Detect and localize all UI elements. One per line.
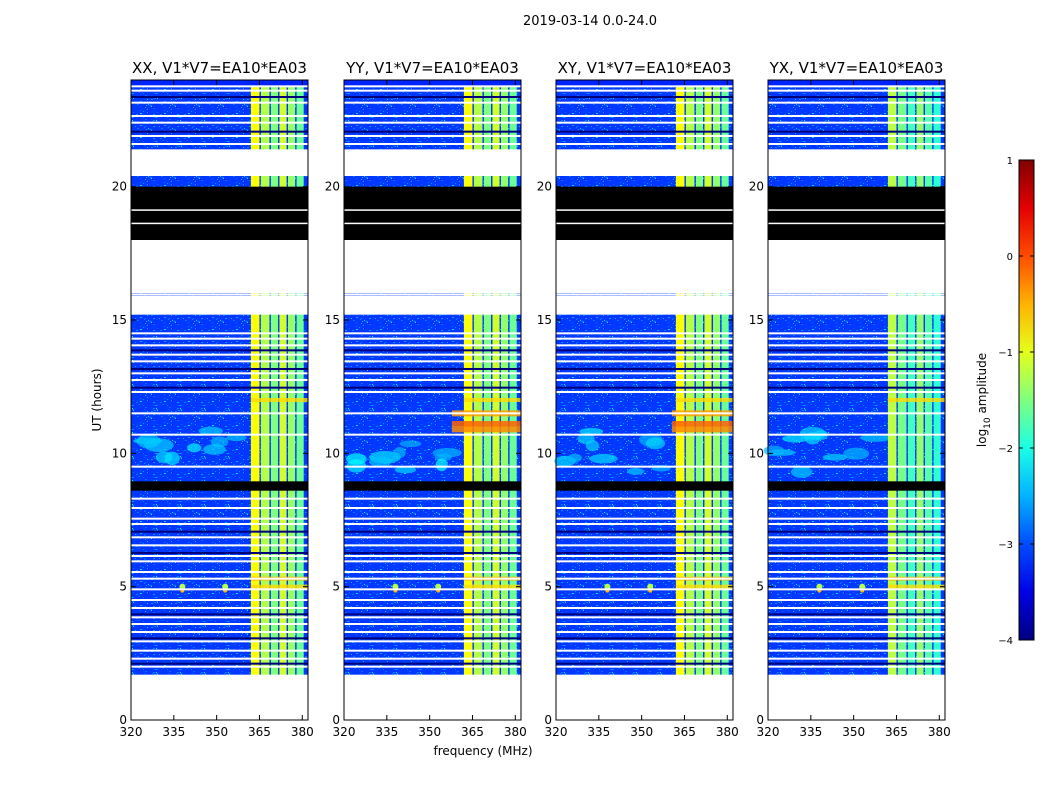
colorbar-label: log10 amplitude (975, 353, 993, 447)
x-tick-label: 350 (418, 725, 441, 739)
no-data-region (768, 674, 945, 720)
x-tick-label: 380 (716, 725, 739, 739)
x-tick-label: 320 (757, 725, 780, 739)
y-tick-label: 10 (537, 446, 552, 460)
colorbar-tick-label: −1 (998, 348, 1013, 359)
x-tick-label: 335 (799, 725, 822, 739)
y-tick-label: 5 (119, 580, 127, 594)
flagged-region (344, 481, 521, 491)
no-data-region (556, 149, 733, 176)
x-tick-label: 380 (291, 725, 314, 739)
flagged-region (131, 481, 308, 491)
y-tick-label: 10 (112, 446, 127, 460)
no-data-region (131, 296, 308, 315)
y-tick-label: 5 (544, 580, 552, 594)
no-data-region (768, 296, 945, 315)
y-tick-label: 20 (537, 180, 552, 194)
y-tick-label: 20 (325, 180, 340, 194)
y-tick-label: 5 (332, 580, 340, 594)
colorbar-tick-label: 1 (1007, 156, 1013, 167)
no-data-region (556, 296, 733, 315)
y-tick-label: 15 (112, 313, 127, 327)
x-axis-label: frequency (MHz) (433, 744, 532, 758)
panel-title: XY, V1*V7=EA10*EA03 (558, 59, 732, 77)
spectrogram-panel: 320 335 350 365 380 0 5 10 15 20 YY, V1*V7=EA10*EA… (325, 59, 527, 739)
y-tick-label: 20 (112, 180, 127, 194)
no-data-region (131, 674, 308, 720)
flagged-region (131, 186, 308, 240)
x-tick-label: 380 (504, 725, 527, 739)
y-tick-label: 15 (325, 313, 340, 327)
no-data-region (344, 240, 521, 294)
figure-suptitle: 2019-03-14 0.0-24.0 (523, 14, 657, 29)
x-tick-label: 335 (587, 725, 610, 739)
no-data-region (768, 149, 945, 176)
y-tick-label: 10 (749, 446, 764, 460)
x-tick-label: 365 (461, 725, 484, 739)
colorbar-tick-label: 0 (1007, 252, 1013, 263)
x-tick-label: 320 (120, 725, 143, 739)
axes-frame (130, 79, 309, 721)
y-tick-label: 0 (544, 713, 552, 727)
y-tick-label: 5 (756, 580, 764, 594)
y-tick-label: 0 (332, 713, 340, 727)
flagged-region (556, 481, 733, 491)
no-data-region (344, 296, 521, 315)
x-tick-label: 320 (545, 725, 568, 739)
spectrogram-panel: 320 335 350 365 380 0 5 10 15 20 YX, V1*V7=EA10*EA… (749, 59, 951, 739)
colorbar-tick-label: −3 (998, 540, 1013, 551)
x-tick-label: 350 (630, 725, 653, 739)
y-tick-label: 0 (756, 713, 764, 727)
no-data-region (344, 674, 521, 720)
x-tick-label: 380 (928, 725, 951, 739)
flagged-region (556, 186, 733, 240)
y-tick-label: 0 (119, 713, 127, 727)
panel-title: YX, V1*V7=EA10*EA03 (769, 59, 944, 77)
y-tick-label: 15 (749, 313, 764, 327)
spectrogram-panel: 320 335 350 365 380 0 5 10 15 20 XY, V1*V7=EA10*EA… (537, 59, 739, 739)
x-tick-label: 365 (248, 725, 271, 739)
y-tick-label: 20 (749, 180, 764, 194)
x-tick-label: 365 (673, 725, 696, 739)
flagged-region (768, 481, 945, 491)
x-tick-label: 350 (842, 725, 865, 739)
no-data-region (344, 149, 521, 176)
panel-title: XX, V1*V7=EA10*EA03 (132, 59, 307, 77)
x-tick-label: 320 (333, 725, 356, 739)
y-tick-label: 10 (325, 446, 340, 460)
colorbar: 1 0 −1 −2 −3 −4 log10 amplitude (975, 156, 1035, 647)
no-data-region (131, 240, 308, 294)
no-data-region (768, 240, 945, 294)
y-axis-label: UT (hours) (90, 368, 104, 431)
axes-frame (555, 79, 734, 721)
y-tick-label: 15 (537, 313, 552, 327)
axes-frame (767, 79, 946, 721)
x-tick-label: 365 (885, 725, 908, 739)
no-data-region (131, 149, 308, 176)
spectrogram-panel: 320 335 350 365 380 0 5 10 15 20 XX, V1*V7=EA10*EA… (112, 59, 314, 739)
x-tick-label: 335 (375, 725, 398, 739)
colorbar-gradient (1018, 159, 1035, 641)
flagged-region (344, 186, 521, 240)
x-tick-label: 335 (162, 725, 185, 739)
flagged-region (768, 186, 945, 240)
panel-title: YY, V1*V7=EA10*EA03 (345, 59, 519, 77)
colorbar-tick-label: −4 (998, 636, 1013, 647)
no-data-region (556, 240, 733, 294)
x-tick-label: 350 (205, 725, 228, 739)
colorbar-tick-label: −2 (998, 444, 1013, 455)
axes-frame (343, 79, 522, 721)
no-data-region (556, 674, 733, 720)
